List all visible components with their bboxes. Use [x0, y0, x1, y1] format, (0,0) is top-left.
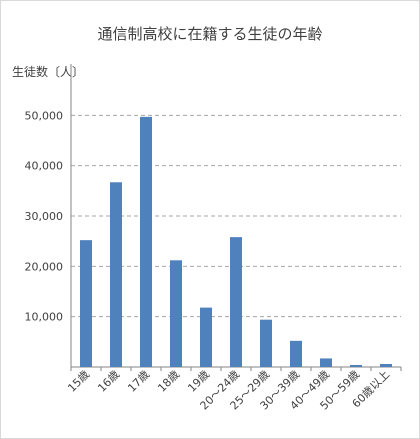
chart-title: 通信制高校に在籍する生徒の年齢: [97, 25, 323, 43]
y-tick-label: 10,000: [25, 311, 64, 324]
bar: [200, 307, 212, 367]
bar: [110, 182, 122, 367]
x-tick-label: 19歳: [185, 368, 212, 395]
y-tick-label: 50,000: [25, 109, 64, 122]
y-tick-label: 40,000: [25, 160, 64, 173]
bar: [170, 260, 182, 367]
bar: [80, 240, 92, 367]
bar: [140, 116, 152, 368]
x-tick-label: 16歳: [95, 368, 122, 395]
bar: [260, 319, 272, 367]
x-tick-label: 17歳: [125, 368, 152, 395]
x-tick-label: 18歳: [155, 368, 182, 395]
x-tick-label: 15歳: [65, 368, 92, 395]
y-tick-label: 20,000: [25, 260, 64, 273]
bar: [380, 363, 392, 367]
y-axis-label: 生徒数〔人〕: [12, 65, 85, 79]
bar: [230, 237, 242, 367]
bar: [290, 340, 302, 367]
bar: [350, 364, 362, 367]
y-tick-label: 30,000: [25, 210, 64, 223]
bar: [320, 358, 332, 367]
